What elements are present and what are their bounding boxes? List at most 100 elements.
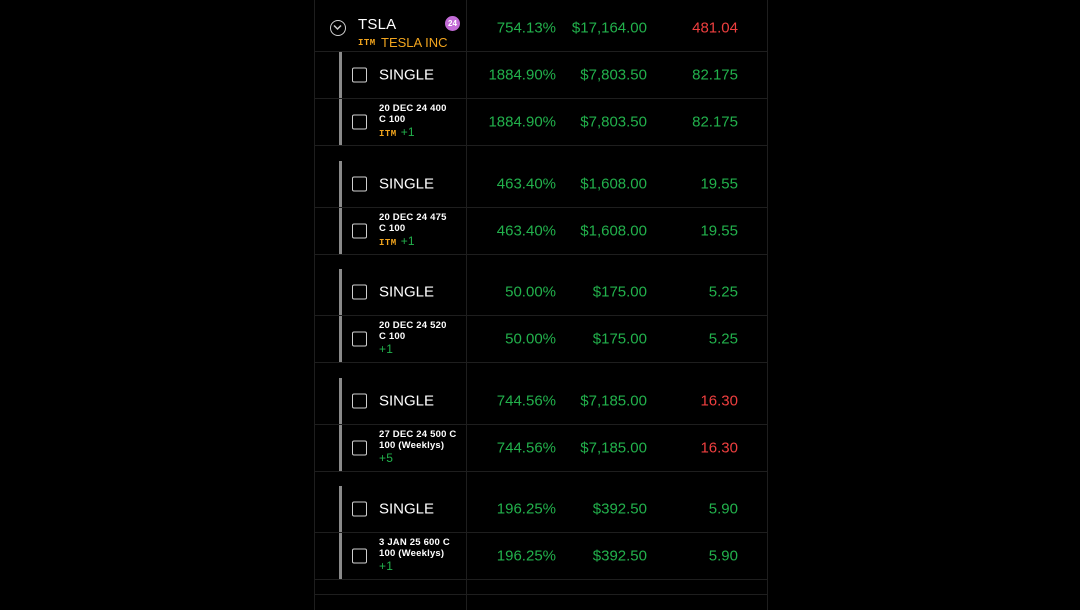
strategy-market-value: $392.50	[592, 500, 647, 518]
strategy-market-value: $1,608.00	[580, 175, 647, 193]
divider	[315, 98, 768, 99]
leg-checkbox[interactable]	[352, 440, 367, 456]
divider	[315, 51, 768, 52]
leg-quantity: +1	[400, 125, 415, 139]
leg-row[interactable]: 27 DEC 24 500 C 100 (Weeklys) +5 744.56%…	[315, 425, 768, 471]
leg-percent-return: 196.25%	[496, 547, 556, 565]
itm-badge: ITM	[358, 38, 376, 48]
strategy-day-change: 19.55	[700, 175, 738, 193]
leg-day-change: 19.55	[700, 222, 738, 240]
strategy-checkbox[interactable]	[352, 67, 367, 83]
strategy-row[interactable]: SINGLE 744.56% $7,185.00 16.30	[315, 378, 768, 424]
leg-description: 20 DEC 24 475 C 100 ITM +1	[379, 212, 465, 250]
divider	[315, 254, 768, 255]
ticker-symbol: TSLA	[358, 16, 397, 33]
day-change: 481.04	[692, 19, 738, 37]
divider	[315, 579, 768, 580]
leg-itm-badge: ITM	[379, 129, 397, 139]
strategy-label: SINGLE	[379, 175, 435, 193]
positions-panel: TSLA 24 ITM TESLA INC 754.13% $17,164.00…	[314, 0, 768, 610]
strategy-percent-return: 1884.90%	[488, 66, 556, 84]
strategy-row[interactable]: SINGLE 50.00% $175.00 5.25	[315, 269, 768, 315]
strategy-row[interactable]: SINGLE 196.25% $392.50 5.90	[315, 486, 768, 532]
leg-itm-badge: ITM	[379, 238, 397, 248]
leg-market-value: $1,608.00	[580, 222, 647, 240]
leg-market-value: $175.00	[592, 330, 647, 348]
leg-percent-return: 1884.90%	[488, 113, 556, 131]
strategy-checkbox[interactable]	[352, 284, 367, 300]
count-badge: 24	[445, 16, 460, 31]
leg-description: 27 DEC 24 500 C 100 (Weeklys) +5	[379, 429, 465, 467]
leg-row[interactable]: 20 DEC 24 475 C 100 ITM +1 463.40% $1,608…	[315, 208, 768, 254]
strategy-percent-return: 196.25%	[496, 500, 556, 518]
leg-description: 20 DEC 24 400 C 100 ITM +1	[379, 103, 465, 141]
strategy-market-value: $175.00	[592, 283, 647, 301]
strategy-label: SINGLE	[379, 500, 435, 518]
divider	[315, 424, 768, 425]
leg-quantity: +1	[379, 342, 394, 356]
leg-percent-return: 463.40%	[496, 222, 556, 240]
divider	[315, 471, 768, 472]
leg-checkbox[interactable]	[352, 114, 367, 130]
strategy-day-change: 16.30	[700, 392, 738, 410]
strategy-market-value: $7,803.50	[580, 66, 647, 84]
leg-percent-return: 50.00%	[505, 330, 556, 348]
leg-quantity: +5	[379, 451, 394, 465]
strategy-label: SINGLE	[379, 392, 435, 410]
divider	[315, 145, 768, 146]
leg-market-value: $392.50	[592, 547, 647, 565]
leg-row[interactable]: 20 DEC 24 520 C 100 +1 50.00% $175.00 5.…	[315, 316, 768, 362]
leg-description: 3 JAN 25 600 C 100 (Weeklys) +1	[379, 537, 465, 575]
leg-contract-line1: 20 DEC 24 475	[379, 212, 447, 223]
leg-row[interactable]: 20 DEC 24 400 C 100 ITM +1 1884.90% $7,80…	[315, 99, 768, 145]
strategy-row[interactable]: SINGLE 463.40% $1,608.00 19.55	[315, 161, 768, 207]
leg-percent-return: 744.56%	[496, 439, 556, 457]
divider	[315, 207, 768, 208]
leg-contract-line1: 20 DEC 24 400	[379, 103, 447, 114]
percent-return: 754.13%	[496, 19, 556, 37]
leg-day-change: 5.25	[708, 330, 738, 348]
chevron-down-icon[interactable]	[330, 20, 346, 36]
divider	[315, 315, 768, 316]
position-row-tsla[interactable]: TSLA 24 ITM TESLA INC 754.13% $17,164.00…	[315, 5, 768, 51]
leg-quantity: +1	[400, 234, 415, 248]
leg-row[interactable]: 3 JAN 25 600 C 100 (Weeklys) +1 196.25% …	[315, 533, 768, 579]
market-value: $17,164.00	[571, 19, 647, 37]
leg-quantity: +1	[379, 559, 394, 573]
leg-day-change: 5.90	[708, 547, 738, 565]
column-divider	[466, 0, 467, 610]
divider	[315, 532, 768, 533]
leg-contract-line2: 100 (Weeklys)	[379, 548, 445, 559]
leg-contract-line1: 20 DEC 24 520	[379, 320, 447, 331]
leg-description: 20 DEC 24 520 C 100 +1	[379, 320, 465, 358]
leg-checkbox[interactable]	[352, 223, 367, 239]
leg-day-change: 82.175	[692, 113, 738, 131]
leg-contract-line2: C 100	[379, 114, 406, 125]
strategy-checkbox[interactable]	[352, 501, 367, 517]
leg-market-value: $7,185.00	[580, 439, 647, 457]
leg-market-value: $7,803.50	[580, 113, 647, 131]
strategy-day-change: 5.90	[708, 500, 738, 518]
leg-checkbox[interactable]	[352, 331, 367, 347]
leg-contract-line1: 27 DEC 24 500 C	[379, 429, 457, 440]
strategy-market-value: $7,185.00	[580, 392, 647, 410]
strategy-checkbox[interactable]	[352, 176, 367, 192]
strategy-percent-return: 50.00%	[505, 283, 556, 301]
strategy-label: SINGLE	[379, 66, 435, 84]
strategy-percent-return: 744.56%	[496, 392, 556, 410]
strategy-label: SINGLE	[379, 283, 435, 301]
leg-contract-line2: 100 (Weeklys)	[379, 440, 445, 451]
strategy-checkbox[interactable]	[352, 393, 367, 409]
strategy-percent-return: 463.40%	[496, 175, 556, 193]
leg-day-change: 16.30	[700, 439, 738, 457]
divider	[315, 362, 768, 363]
strategy-day-change: 82.175	[692, 66, 738, 84]
leg-checkbox[interactable]	[352, 548, 367, 564]
strategy-day-change: 5.25	[708, 283, 738, 301]
strategy-row[interactable]: SINGLE 1884.90% $7,803.50 82.175	[315, 52, 768, 98]
leg-contract-line1: 3 JAN 25 600 C	[379, 537, 450, 548]
leg-contract-line2: C 100	[379, 223, 406, 234]
company-name: TESLA INC	[381, 35, 448, 50]
leg-contract-line2: C 100	[379, 331, 406, 342]
divider	[315, 594, 768, 595]
